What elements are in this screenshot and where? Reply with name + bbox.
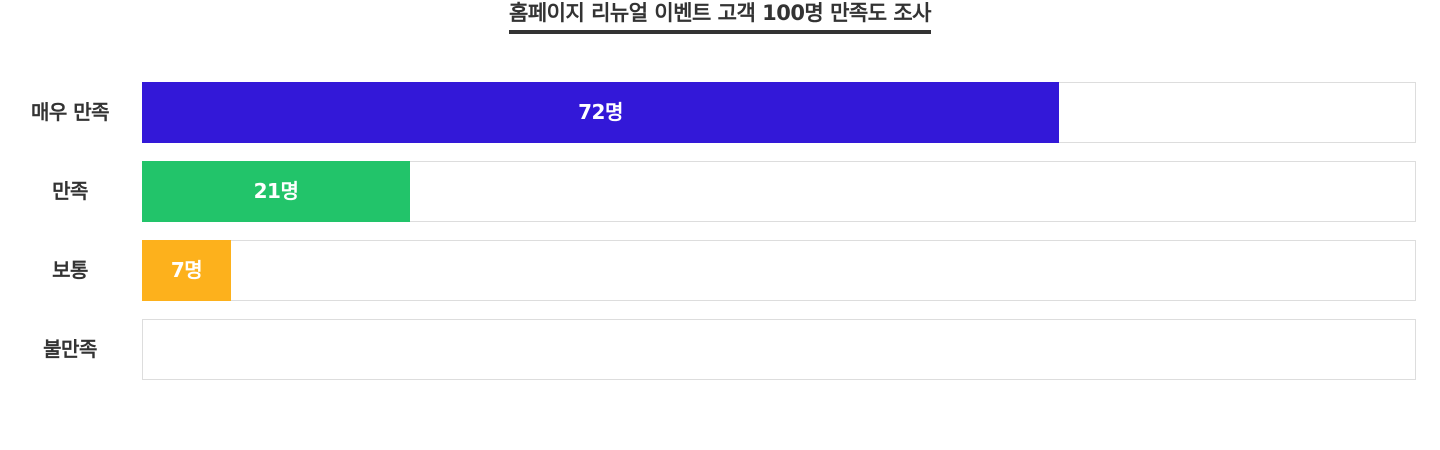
bar-track: 21명 (142, 161, 1416, 222)
bar-row: 매우 만족 72명 (0, 82, 1440, 143)
title-wrapper: 홈페이지 리뉴얼 이벤트 고객 100명 만족도 조사 (0, 0, 1440, 34)
bar-value-label: 21명 (253, 179, 299, 203)
bar-value-label: 7명 (170, 258, 203, 282)
bar-value-label: 72명 (578, 100, 623, 124)
chart-title: 홈페이지 리뉴얼 이벤트 고객 100명 만족도 조사 (509, 0, 931, 34)
bar-track: 7명 (142, 240, 1416, 301)
category-label: 만족 (52, 179, 88, 203)
bar: 7명 (142, 240, 231, 301)
category-label: 불만족 (43, 337, 97, 361)
bar: 72명 (142, 82, 1059, 143)
bar-row: 만족 21명 (0, 161, 1440, 222)
bar-track (142, 319, 1416, 380)
bar-row: 보통 7명 (0, 240, 1440, 301)
category-label: 매우 만족 (30, 100, 110, 124)
category-label: 보통 (52, 258, 88, 282)
bar-row: 불만족 (0, 319, 1440, 380)
bar-track: 72명 (142, 82, 1416, 143)
bar: 21명 (142, 161, 410, 222)
